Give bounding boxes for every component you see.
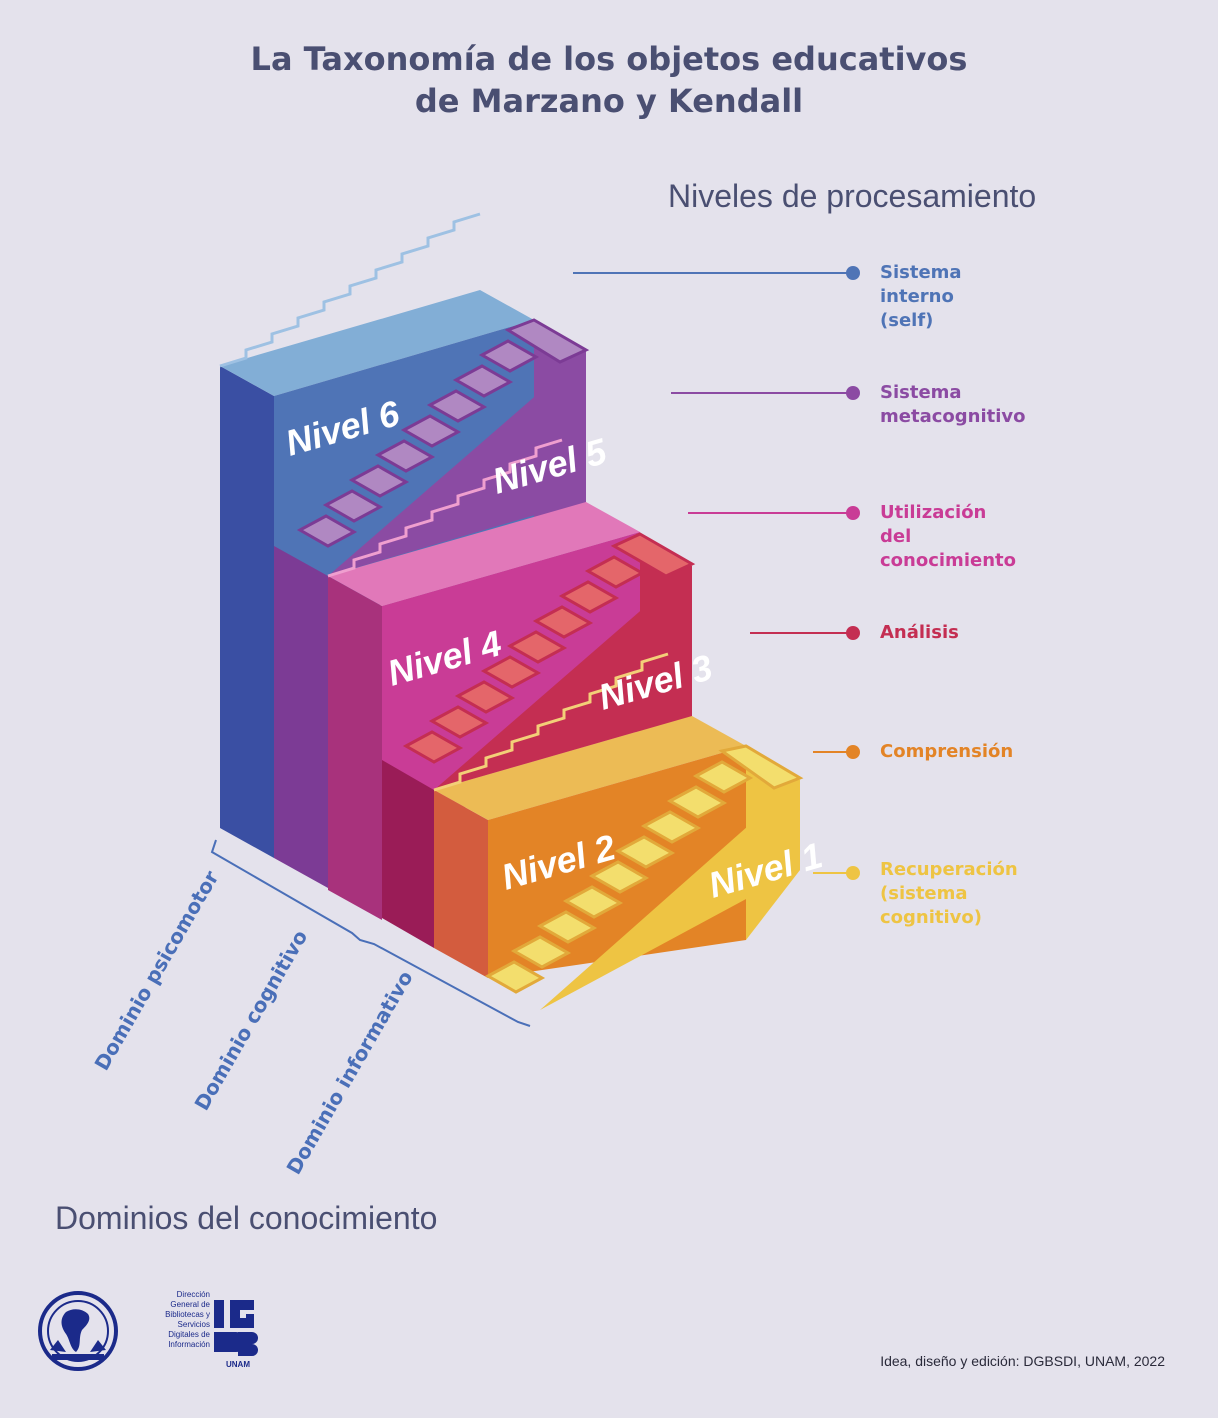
- domain-informativo-label: Dominio informativo: [282, 967, 418, 1179]
- domain-cognitivo-label: Dominio cognitivo: [190, 926, 313, 1115]
- domain-labels: Dominio psicomotor Dominio cognitivo Dom…: [90, 866, 418, 1178]
- block-nivel-1: [484, 744, 804, 1010]
- leader-dot: [846, 745, 860, 759]
- niveles-heading: Niveles de procesamiento: [668, 178, 1037, 214]
- nivel-3-left-face: [382, 760, 434, 948]
- nivel-4-top-face: [328, 502, 640, 606]
- domain-bracket: [210, 839, 531, 1027]
- dominios-heading: Dominios del conocimiento: [55, 1200, 438, 1236]
- level-label-comprension: Comprensión: [880, 741, 1014, 762]
- level-label-utilizacion: Utilización del conocimiento: [880, 502, 1016, 571]
- nivel-5-front-face: [328, 352, 586, 576]
- unam-seal-logo: [38, 1291, 118, 1371]
- nivel-4-crenellation: [327, 438, 563, 578]
- nivel-5-steps: [296, 318, 590, 548]
- level-label-recuperacion: Recuperación (sistema cognitivo): [880, 859, 1018, 928]
- staircase-diagram: Nivel 6 Nivel 5 Nivel 4 Nivel 3 Nivel 2 …: [90, 212, 827, 1179]
- page-title: La Taxonomía de los objetos educativos d…: [0, 38, 1218, 122]
- unam-caption: UNAM: [226, 1360, 250, 1369]
- block-nivel-5: [274, 318, 590, 888]
- level-label-analisis: Análisis: [880, 622, 959, 643]
- nivel-1-front-face: [540, 780, 800, 1010]
- leader-line: [750, 632, 853, 634]
- leader-dot: [846, 386, 860, 400]
- nivel-1-side: [746, 750, 800, 940]
- block-nivel-3: [382, 532, 696, 948]
- nivel-6-crenellation: [219, 212, 481, 368]
- dgbsdi-logo-text: Dirección General de Bibliotecas y Servi…: [165, 1290, 210, 1349]
- nivel-6-top-face: [220, 290, 534, 396]
- leader-dot: [846, 506, 860, 520]
- leader-line: [573, 272, 853, 274]
- level-label-metacognitivo: Sistema metacognitivo: [880, 382, 1026, 427]
- nivel-5-left-face: [274, 546, 328, 888]
- nivel-2-left-face: [434, 790, 488, 978]
- leader-dot: [846, 266, 860, 280]
- leader-line: [688, 512, 853, 514]
- dgbsdi-logo-mark: [214, 1300, 258, 1356]
- nivel-3-front-face: [434, 566, 692, 790]
- leader-line: [671, 392, 853, 394]
- leader-dot: [846, 626, 860, 640]
- nivel-3-side: [640, 535, 692, 760]
- nivel-2-crenellation: [433, 652, 669, 792]
- nivel-4-left-face: [328, 576, 382, 920]
- leader-line: [813, 751, 853, 753]
- nivel-2-top-face: [434, 716, 746, 820]
- nivel-1-steps: [484, 744, 804, 994]
- title-line-1: La Taxonomía de los objetos educativos: [250, 40, 968, 78]
- nivel-3-steps: [402, 532, 696, 764]
- leader-dot: [846, 866, 860, 880]
- title-line-2: de Marzano y Kendall: [414, 82, 804, 120]
- level-label-sistema-interno: Sistema interno (self): [880, 262, 962, 331]
- domain-psicomotor-label: Dominio psicomotor: [90, 866, 224, 1074]
- leader-line: [813, 872, 853, 874]
- nivel-6-left-face: [220, 366, 274, 858]
- credit-text: Idea, diseño y edición: DGBSDI, UNAM, 20…: [880, 1353, 1165, 1369]
